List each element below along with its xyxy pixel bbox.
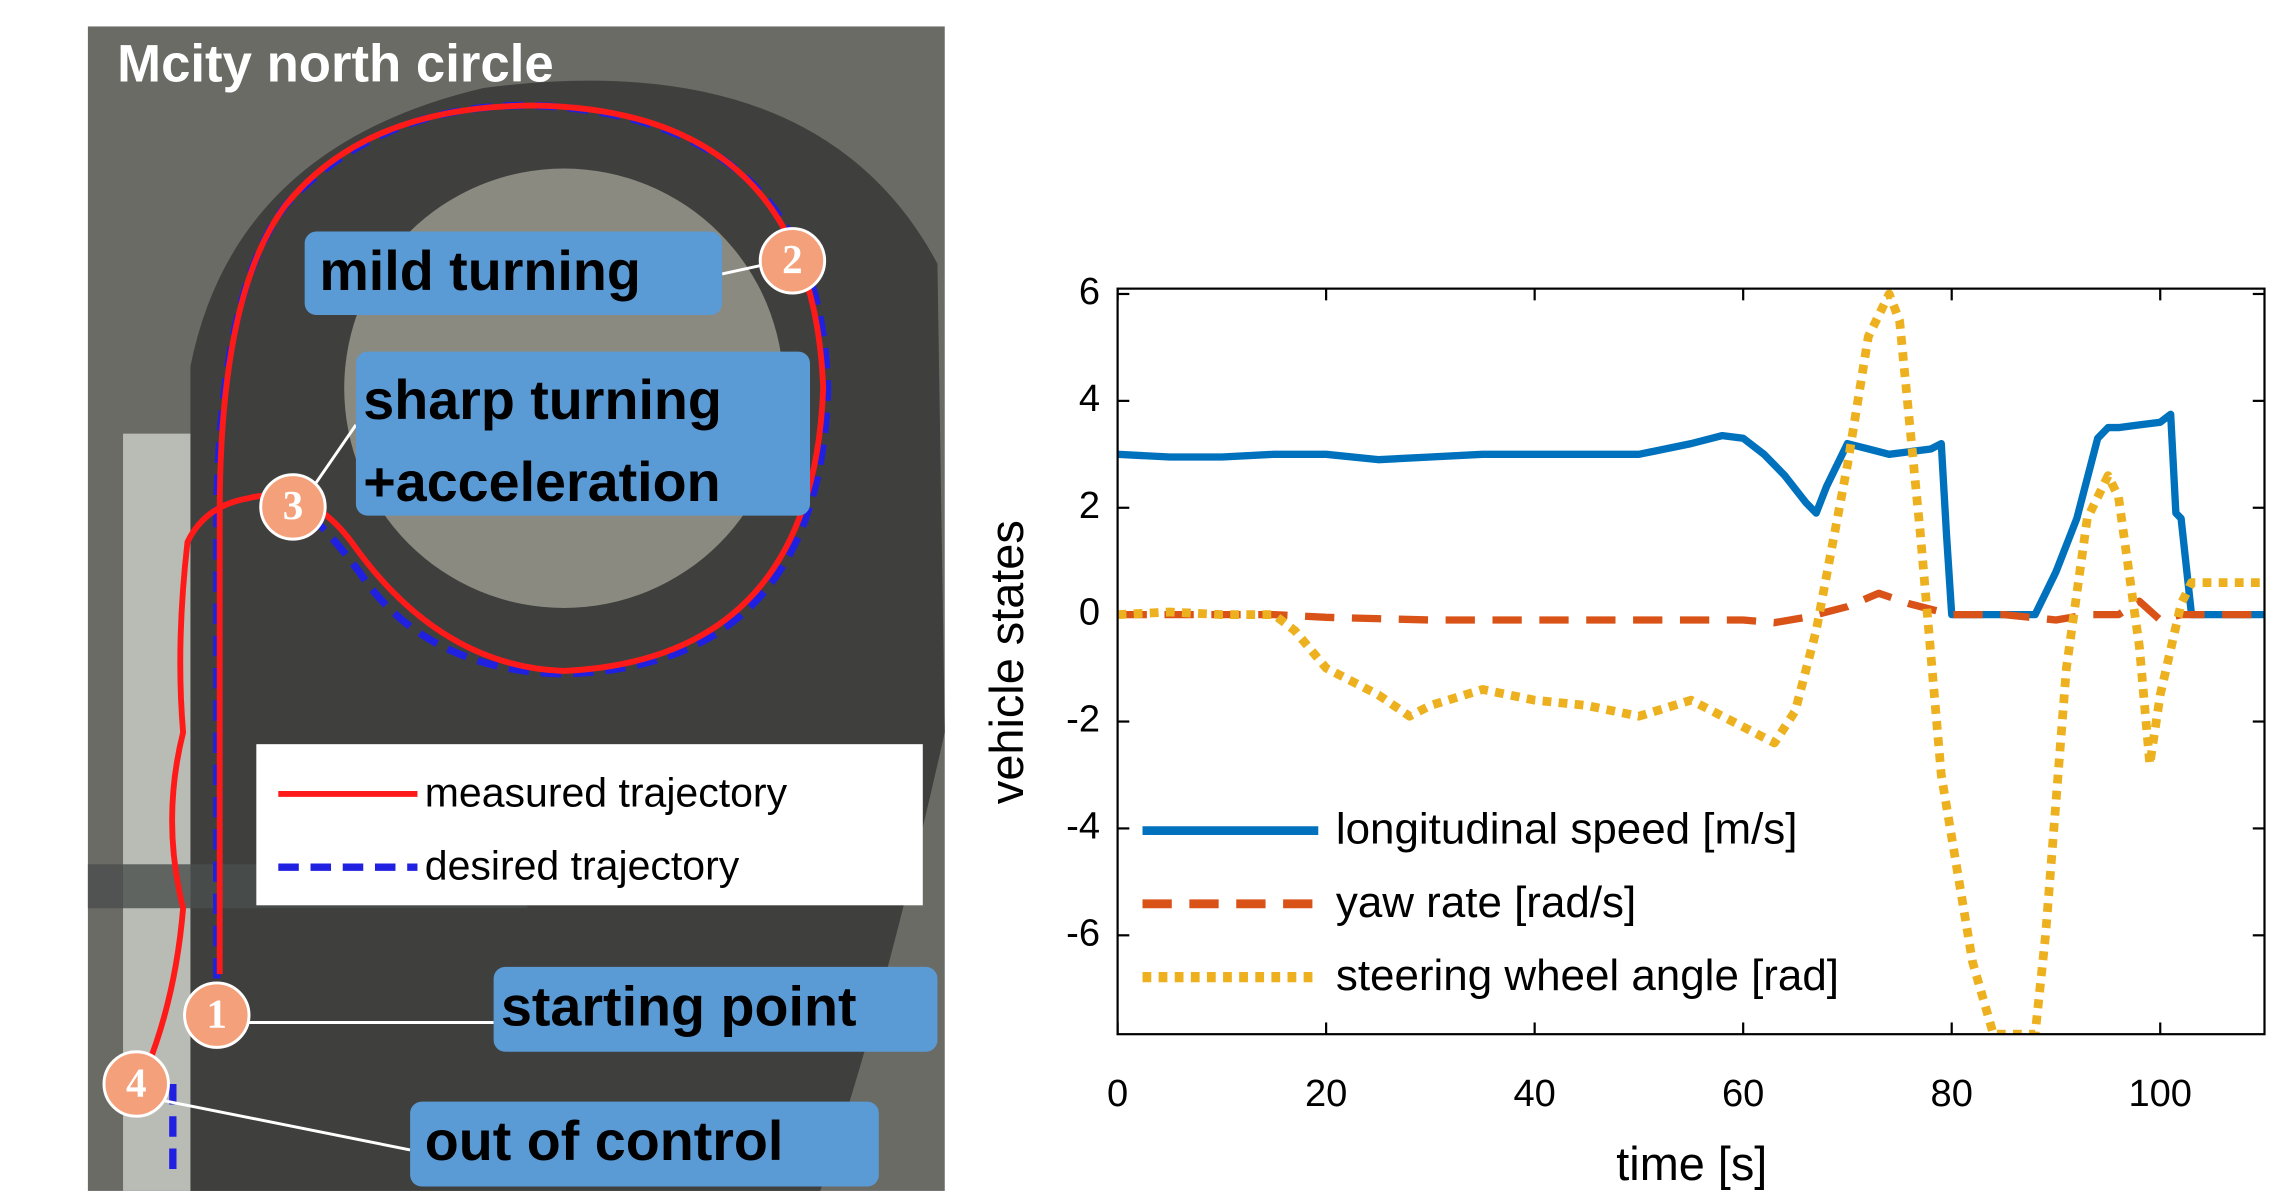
legend-label: steering wheel angle [rad] bbox=[1336, 951, 1839, 1000]
annotation-box bbox=[493, 966, 938, 1052]
legend: measured trajectory desired trajectory bbox=[256, 744, 923, 906]
annotation: +acceleration bbox=[363, 451, 720, 513]
marker-label: 4 bbox=[126, 1059, 146, 1105]
axes-box bbox=[1116, 287, 2266, 1036]
data-line bbox=[1117, 289, 2265, 1035]
y-tick-label: 4 bbox=[1079, 378, 1100, 420]
annotation: out of control bbox=[425, 1110, 784, 1172]
marker-circle bbox=[102, 1050, 170, 1118]
marker-circle bbox=[259, 473, 327, 541]
x-tick-label: 20 bbox=[1305, 1073, 1347, 1115]
x-tick-label: 40 bbox=[1513, 1073, 1555, 1115]
measured-trajectory bbox=[143, 102, 827, 1071]
annotations: mild turning sharp turning +acceleration… bbox=[153, 231, 938, 1187]
annotation: starting point bbox=[501, 975, 857, 1037]
map-title: Mcity north circle bbox=[117, 34, 553, 93]
legend-box bbox=[256, 744, 923, 906]
x-tick-label: 60 bbox=[1722, 1073, 1764, 1115]
plot-area bbox=[1117, 288, 2265, 1035]
data-line bbox=[1117, 589, 2265, 627]
x-tick-label: 100 bbox=[2128, 1073, 2192, 1115]
marker-circle bbox=[183, 981, 251, 1049]
y-tick-label: 0 bbox=[1079, 592, 1100, 634]
marker-label: 2 bbox=[782, 236, 803, 282]
markers: 1 2 3 4 bbox=[102, 227, 827, 1118]
y-tick-label: -2 bbox=[1066, 699, 1100, 741]
y-tick-label: 6 bbox=[1079, 271, 1100, 313]
x-tick-label: 0 bbox=[1107, 1073, 1128, 1115]
callout-line bbox=[153, 1097, 411, 1152]
map-panel: Mcity north circle measured trajectory d… bbox=[87, 26, 945, 1191]
annotation: sharp turning bbox=[363, 369, 722, 431]
y-tick-label: -6 bbox=[1066, 912, 1100, 954]
marker-label: 1 bbox=[207, 990, 228, 1036]
marker-circle bbox=[758, 227, 827, 295]
annotation: mild turning bbox=[319, 240, 641, 302]
y-tick-label: -4 bbox=[1066, 805, 1100, 847]
annotation-box bbox=[410, 1101, 879, 1187]
legend-label: measured trajectory bbox=[425, 769, 788, 815]
y-axis-label: vehicle states bbox=[981, 520, 1033, 804]
data-line bbox=[1117, 410, 2265, 619]
x-tick-label: 80 bbox=[1931, 1073, 1973, 1115]
marker-label: 3 bbox=[283, 482, 304, 528]
legend-label: yaw rate [rad/s] bbox=[1336, 878, 1636, 927]
chart: time [s] vehicle states 0 20 40 60 80 100-6-4… bbox=[981, 271, 2266, 1190]
y-tick-label: 2 bbox=[1079, 485, 1100, 527]
legend-label: desired trajectory bbox=[425, 843, 740, 889]
annotation-box bbox=[355, 351, 811, 516]
annotation-box bbox=[304, 231, 723, 316]
callout-line bbox=[309, 424, 358, 492]
x-axis-label: time [s] bbox=[1616, 1138, 1767, 1190]
legend-label: longitudinal speed [m/s] bbox=[1336, 805, 1798, 854]
